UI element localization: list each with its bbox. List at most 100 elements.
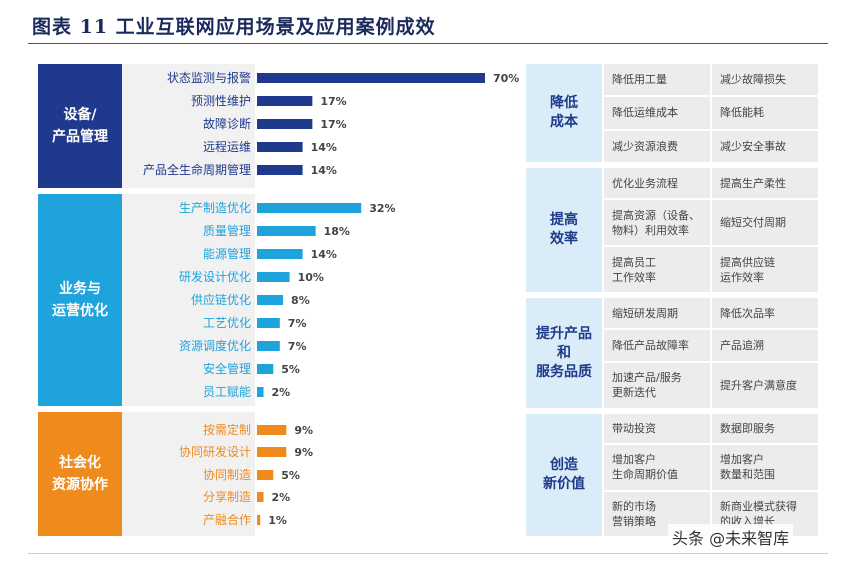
value-label: 18% [324, 225, 350, 238]
category-label: 故障诊断 [203, 116, 251, 131]
category-label: 产品全生命周期管理 [143, 162, 251, 177]
group-business-optimization: 业务与 运营优化 [38, 194, 122, 406]
value-label: 8% [291, 294, 310, 307]
group-label: 社会化 资源协作 [52, 455, 108, 493]
category-panel-2 [122, 194, 255, 406]
bar [257, 295, 284, 305]
effect-cell: 降低产品故障率 [604, 330, 710, 361]
value-label: 14% [311, 164, 337, 177]
category-label: 协同制造 [203, 467, 251, 482]
watermark: 头条 @未来智库 [668, 524, 794, 550]
bar [257, 341, 280, 351]
bar [257, 203, 362, 213]
bar [257, 425, 287, 435]
value-label: 2% [272, 386, 291, 399]
value-label: 70% [493, 72, 519, 85]
category-label: 员工赋能 [203, 385, 251, 399]
bar [257, 142, 303, 152]
effect-grid: 缩短研发周期 降低次品率 降低产品故障率 产品追溯 加速产品/服务 更新迭代 提… [602, 298, 818, 408]
effect-cell: 增加客户 数量和范围 [712, 445, 818, 490]
effect-panel-cost: 降低 成本 降低用工量 减少故障损失 降低运维成本 降低能耗 减少资源浪费 减少… [526, 64, 818, 162]
group-resource-collaboration: 社会化 资源协作 [38, 412, 122, 536]
effect-cell: 提高生产柔性 [712, 168, 818, 198]
value-label: 1% [268, 514, 287, 527]
effect-grid: 带动投资 数据即服务 增加客户 生命周期价值 增加客户 数量和范围 新的市场 营… [602, 414, 818, 536]
effect-panel-new-value: 创造 新价值 带动投资 数据即服务 增加客户 生命周期价值 增加客户 数量和范围… [526, 414, 818, 536]
effect-heading: 降低 成本 [526, 64, 602, 162]
bar [257, 249, 303, 259]
group-label: 业务与 运营优化 [52, 281, 108, 319]
effect-panel-quality: 提升产品 和 服务品质 缩短研发周期 降低次品率 降低产品故障率 产品追溯 加速… [526, 298, 818, 408]
category-label: 生产制造优化 [179, 201, 251, 215]
category-label: 供应链优化 [191, 292, 251, 307]
value-label: 17% [320, 95, 346, 108]
effect-cell: 降低用工量 [604, 64, 710, 96]
category-label: 质量管理 [203, 223, 251, 238]
value-label: 14% [311, 248, 337, 261]
bar [257, 447, 287, 457]
value-label: 17% [320, 118, 346, 131]
effect-panel-efficiency: 提高 效率 优化业务流程 提高生产柔性 提高资源（设备、 物料）利用效率 缩短交… [526, 168, 818, 292]
category-label: 预测性维护 [191, 94, 251, 108]
effect-cell: 数据即服务 [712, 414, 818, 444]
effect-cell: 减少资源浪费 [604, 130, 710, 162]
category-label: 能源管理 [203, 246, 251, 261]
effect-cell: 产品追溯 [712, 330, 818, 361]
effect-cell: 带动投资 [604, 414, 710, 444]
value-label: 9% [294, 446, 313, 459]
value-label: 32% [369, 202, 395, 215]
effect-heading: 提高 效率 [526, 168, 602, 292]
bar [257, 492, 264, 502]
value-label: 14% [311, 141, 337, 154]
category-label: 安全管理 [203, 361, 251, 376]
value-label: 7% [288, 340, 307, 353]
bar [257, 387, 264, 397]
effect-cell: 缩短交付周期 [712, 200, 818, 245]
value-label: 2% [272, 491, 291, 504]
effect-cell: 增加客户 生命周期价值 [604, 445, 710, 490]
effect-cell: 缩短研发周期 [604, 298, 710, 329]
effect-cell: 降低运维成本 [604, 97, 710, 129]
effect-grid: 优化业务流程 提高生产柔性 提高资源（设备、 物料）利用效率 缩短交付周期 提高… [602, 168, 818, 292]
category-panel-1 [122, 64, 255, 188]
value-label: 5% [281, 363, 300, 376]
effect-cell: 提高供应链 运作效率 [712, 247, 818, 292]
effect-cell: 降低次品率 [712, 298, 818, 329]
bottom-divider [28, 553, 828, 554]
category-label: 按需定制 [203, 422, 251, 437]
bar [257, 73, 485, 83]
title-divider [28, 43, 828, 44]
category-label: 产融合作 [203, 512, 251, 527]
bar [257, 226, 316, 236]
category-label: 状态监测与报警 [167, 70, 251, 85]
value-label: 7% [288, 317, 307, 330]
bar [257, 364, 274, 374]
effect-cell: 优化业务流程 [604, 168, 710, 198]
value-label: 9% [294, 424, 313, 437]
effect-cell: 减少故障损失 [712, 64, 818, 96]
bar [257, 165, 303, 175]
group-device-management: 设备/ 产品管理 [38, 64, 122, 188]
category-panel-3 [122, 412, 255, 536]
category-label: 协同研发设计 [179, 444, 251, 459]
bar [257, 272, 290, 282]
effect-cell: 加速产品/服务 更新迭代 [604, 362, 710, 408]
effect-heading: 提升产品 和 服务品质 [526, 298, 602, 408]
effect-cell: 提升客户满意度 [712, 362, 818, 408]
bar [257, 515, 261, 525]
bar [257, 119, 313, 129]
effect-cell: 降低能耗 [712, 97, 818, 129]
group-label: 设备/ 产品管理 [52, 107, 108, 145]
bar [257, 470, 274, 480]
bar [257, 96, 313, 106]
category-label: 资源调度优化 [179, 338, 251, 353]
bar [257, 318, 280, 328]
effect-heading: 创造 新价值 [526, 414, 602, 536]
effect-cell: 提高资源（设备、 物料）利用效率 [604, 200, 710, 245]
value-label: 10% [298, 271, 324, 284]
effect-cell: 提高员工 工作效率 [604, 247, 710, 292]
category-label: 远程运维 [203, 139, 251, 154]
category-label: 研发设计优化 [179, 269, 251, 284]
effect-grid: 降低用工量 减少故障损失 降低运维成本 降低能耗 减少资源浪费 减少安全事故 [602, 64, 818, 162]
